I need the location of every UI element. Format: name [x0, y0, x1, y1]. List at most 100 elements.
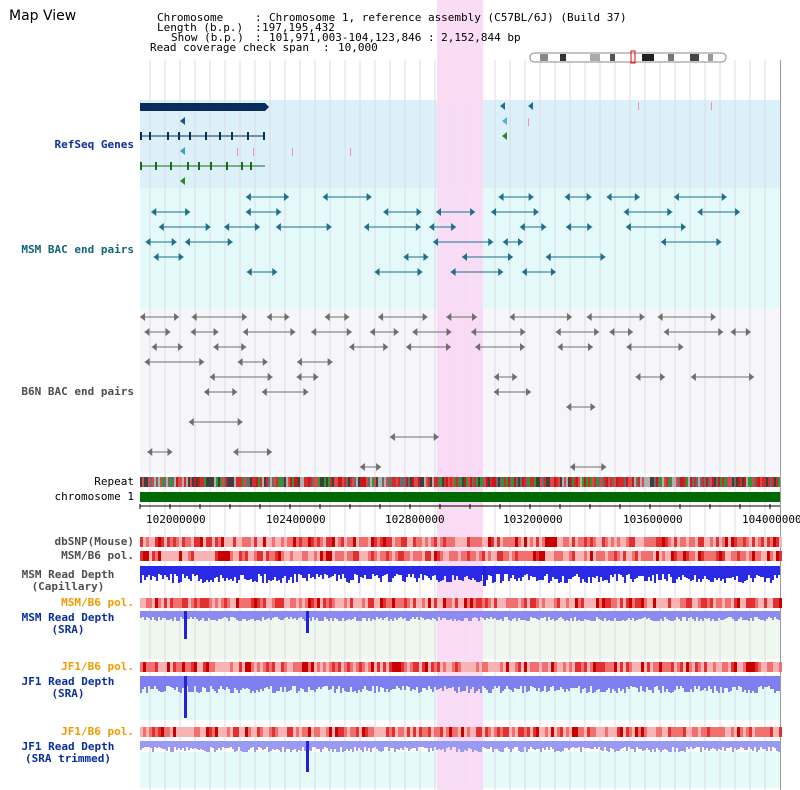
msm-depth-sra-bar	[348, 611, 350, 619]
msm-depth-sra-bar	[208, 611, 210, 618]
dbsnp-cell	[191, 537, 194, 547]
jf1-depth-sra-bar	[538, 676, 540, 688]
dbsnp-cell	[365, 537, 368, 547]
jf1-depth-trimmed-bar	[720, 741, 722, 750]
msm-depth-sra-bar	[520, 611, 522, 620]
jf1-pol-trimmed-cell	[635, 727, 638, 737]
msm-depth-capillary-bar	[570, 566, 572, 579]
repeat-segment	[452, 477, 454, 487]
jf1-pol-trimmed-cell	[461, 727, 464, 737]
msm-pol-cell	[719, 551, 722, 561]
msm-pol-cell	[332, 551, 335, 561]
repeat-segment	[448, 477, 450, 487]
jf1-pol-trimmed-cell	[230, 727, 233, 737]
jf1-depth-trimmed-bar	[642, 741, 644, 751]
repeat-segment	[778, 477, 780, 487]
jf1-depth-sra-bar	[552, 676, 554, 686]
msm-depth-sra-bar	[228, 611, 230, 621]
repeat-segment	[440, 477, 442, 487]
msm-pol-sra-cell	[719, 598, 722, 608]
repeat-segment	[200, 477, 202, 487]
chromosome-sep: :	[255, 11, 262, 24]
jf1-pol-cell	[686, 662, 689, 672]
jf1-pol-cell	[620, 662, 623, 672]
msm-depth-capillary-bar	[212, 566, 214, 582]
track-label-refseq[interactable]: RefSeq Genes	[54, 138, 134, 151]
repeat-segment	[752, 477, 754, 487]
msm-pol-sra-cell	[278, 598, 281, 608]
msm-pol-cell	[155, 551, 158, 561]
dbsnp-cell	[146, 537, 149, 547]
msm-pol-sra-cell	[575, 598, 578, 608]
jf1-pol-trimmed-cell	[509, 727, 512, 737]
msm-depth-sra-spike	[184, 611, 187, 639]
repeat-segment	[570, 477, 572, 487]
jf1-pol-cell	[737, 662, 740, 672]
msm-depth-capillary-bar	[348, 566, 350, 583]
jf1-pol-trimmed-cell	[710, 727, 713, 737]
repeat-segment	[678, 477, 680, 487]
msm-depth-capillary-bar	[366, 566, 368, 579]
repeat-segment	[454, 477, 456, 487]
jf1-pol-cell	[200, 662, 203, 672]
jf1-pol-trimmed-cell	[167, 727, 170, 737]
jf1-pol-cell	[371, 662, 374, 672]
msm-bac-end	[158, 223, 164, 231]
msm-pol-sra-cell	[272, 598, 275, 608]
msm-pol-sra-cell	[545, 598, 548, 608]
msm-depth-capillary-bar	[562, 566, 564, 576]
b6n-bac-end	[586, 313, 592, 321]
jf1-depth-trimmed-bar	[706, 741, 708, 748]
msm-pol-sra-cell	[200, 598, 203, 608]
jf1-depth-sra-bar	[744, 676, 746, 690]
jf1-pol-trimmed-cell	[428, 727, 431, 737]
jf1-depth-sra-bar	[550, 676, 552, 687]
jf1-pol-trimmed-cell	[383, 727, 386, 737]
jf1-depth-trimmed-bar	[604, 741, 606, 747]
jf1-pol-trimmed-cell	[224, 727, 227, 737]
jf1-depth-sra-bar	[236, 676, 238, 690]
repeat-segment	[478, 477, 480, 487]
jf1-pol-trimmed-cell	[608, 727, 611, 737]
msm-depth-capillary-bar	[658, 566, 660, 580]
track-label-b6n-bac[interactable]: B6N BAC end pairs	[21, 385, 134, 398]
msm-depth-sra-bar	[300, 611, 302, 617]
ideogram-band	[690, 54, 699, 61]
msm-depth-capillary-bar	[436, 566, 438, 580]
jf1-pol-trimmed-cell	[320, 727, 323, 737]
msm-pol-sra-cell	[386, 598, 389, 608]
msm-depth-sra-bar	[430, 611, 432, 620]
msm-depth-sra-bar	[440, 611, 442, 620]
msm-pol-sra-cell	[650, 598, 653, 608]
jf1-pol-trimmed-cell	[452, 727, 455, 737]
msm-depth-capillary-bar	[492, 566, 494, 583]
jf1-pol-trimmed-cell	[467, 727, 470, 737]
msm-depth-sra-bar	[204, 611, 206, 621]
repeat-segment	[156, 477, 158, 487]
jf1-pol-cell	[491, 662, 494, 672]
jf1-pol-cell	[395, 662, 398, 672]
msm-depth-capillary-bar	[680, 566, 682, 580]
repeat-segment	[152, 477, 154, 487]
jf1-depth-trimmed-bar	[692, 741, 694, 749]
refseq-gene-bar	[140, 103, 265, 111]
jf1-depth-trimmed-bar	[512, 741, 514, 749]
msm-depth-capillary-bar	[720, 566, 722, 581]
repeat-segment	[654, 477, 656, 487]
track-label-msm-bac[interactable]: MSM BAC end pairs	[21, 243, 134, 256]
msm-depth-sra-bar	[276, 611, 278, 617]
msm-depth-capillary-bar	[444, 566, 446, 576]
msm-pol-sra-cell	[695, 598, 698, 608]
jf1-depth-trimmed-bar	[328, 741, 330, 751]
jf1-pol-cell	[755, 662, 758, 672]
repeat-segment	[444, 477, 446, 487]
jf1-depth-trimmed-bar	[408, 741, 410, 751]
jf1-pol-trimmed-cell	[293, 727, 296, 737]
axis-tick-label: 102000000	[146, 513, 206, 526]
jf1-depth-trimmed-bar	[454, 741, 456, 747]
jf1-pol-cell	[518, 662, 521, 672]
jf1-depth-trimmed-bar	[144, 741, 146, 747]
jf1-depth-sra-bar	[678, 676, 680, 689]
repeat-segment	[480, 477, 482, 487]
